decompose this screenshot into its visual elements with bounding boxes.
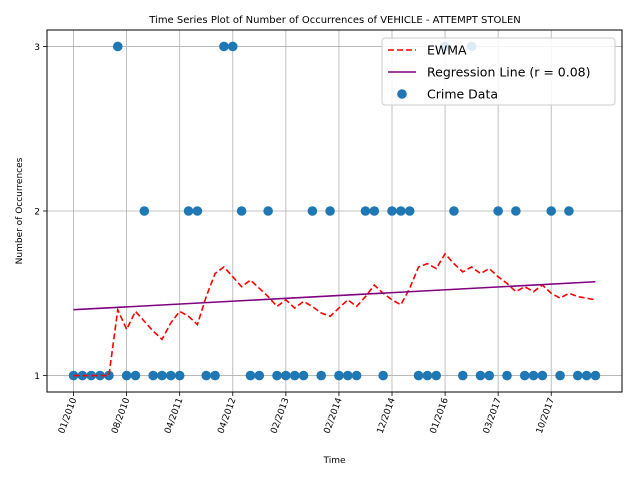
crime-data-point [219, 41, 229, 52]
crime-data-point [342, 370, 353, 381]
legend-marker [397, 89, 407, 99]
crime-data-point [263, 206, 273, 216]
crime-data-point [245, 370, 256, 381]
y-tick-label: 2 [34, 208, 40, 218]
crime-data-point [112, 41, 123, 52]
crime-data-point [86, 370, 97, 381]
crime-data-point [378, 370, 388, 381]
crime-data-point [289, 370, 300, 381]
legend-label: Regression Line (r = 0.08) [427, 65, 591, 80]
crime-data-point [493, 206, 503, 216]
crime-data-point [210, 370, 220, 381]
crime-data-point [475, 370, 486, 381]
crime-data-point [307, 206, 318, 216]
crime-data-point [546, 206, 557, 216]
crime-data-point [590, 370, 601, 381]
plot-series [68, 41, 601, 381]
y-axis-label: Number of Occurrences [15, 157, 25, 264]
crime-data-point [298, 370, 309, 381]
crime-data-point [174, 370, 185, 381]
regression-line [73, 280, 596, 311]
crime-data-point [537, 370, 548, 381]
x-axis-label: Time [322, 456, 345, 466]
crime-data-point [227, 41, 238, 52]
crime-data-point [95, 370, 105, 381]
y-tick-label: 3 [34, 43, 40, 53]
crime-data-point [316, 370, 327, 381]
crime-data-point [272, 370, 282, 381]
crime-data-point [555, 370, 565, 381]
y-tick-label: 1 [34, 372, 40, 382]
crime-data-point [581, 370, 592, 381]
crime-data-point [325, 206, 335, 216]
crime-data-point [157, 370, 167, 381]
crime-data-point [387, 206, 397, 216]
crime-data-point [104, 370, 114, 381]
crime-data-point [334, 370, 344, 381]
crime-data-point [254, 370, 265, 381]
crime-data-point [236, 206, 247, 216]
crime-data-point [68, 370, 79, 381]
legend: EWMA Regression Line (r = 0.08) Crime Data [381, 37, 616, 106]
chart-title: Time Series Plot of Number of Occurrence… [148, 15, 521, 26]
crime-data-point [77, 370, 88, 381]
crime-data-point [404, 206, 415, 216]
crime-data-point [148, 370, 158, 381]
legend-box [381, 37, 616, 106]
crime-data-point [431, 370, 442, 381]
crime-data-point [528, 370, 539, 381]
crime-data-point [360, 206, 371, 216]
crime-data-point [139, 206, 150, 216]
crime-data-point [396, 206, 406, 216]
crime-data-point [183, 206, 194, 216]
crime-data-point [564, 206, 574, 216]
crime-data-point [484, 370, 495, 381]
crime-data-point [413, 370, 424, 381]
crime-data-point [192, 206, 203, 216]
crime-data-point [422, 370, 433, 381]
crime-data-point [457, 370, 468, 381]
legend-label: EWMA [427, 43, 467, 58]
crime-data-point [281, 370, 291, 381]
crime-data-point [369, 206, 380, 216]
crime-data-point [121, 370, 132, 381]
crime-data-point [130, 370, 141, 381]
crime-data-point [511, 206, 521, 216]
legend-label: Crime Data [427, 87, 498, 102]
ewma-line [73, 252, 596, 377]
crime-data-point [502, 370, 512, 381]
crime-data-point [449, 206, 459, 216]
crime-data-point [166, 370, 176, 381]
crime-data-point [351, 370, 362, 381]
crime-data-point [201, 370, 212, 381]
crime-data-point [572, 370, 583, 381]
crime-data-point [519, 370, 530, 381]
